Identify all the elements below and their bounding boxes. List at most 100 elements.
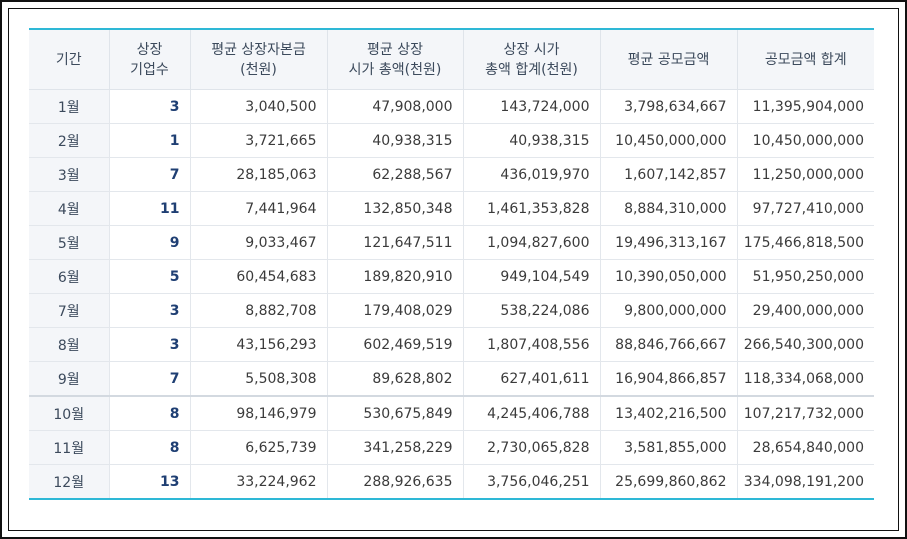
header-period: 기간 — [29, 29, 109, 90]
cell-total-market-cap: 4,245,406,788 — [462, 395, 600, 431]
table-row: 9월 7 5,508,308 89,628,802 627,401,611 16… — [29, 361, 874, 397]
cell-period: 2월 — [29, 123, 109, 158]
cell-total-offering: 11,250,000,000 — [736, 157, 874, 192]
table-row: 7월 3 8,882,708 179,408,029 538,224,086 9… — [29, 293, 874, 328]
cell-avg-capital: 7,441,964 — [189, 191, 327, 226]
cell-avg-offering: 1,607,142,857 — [599, 157, 737, 192]
cell-total-market-cap: 3,756,046,251 — [462, 464, 600, 499]
cell-total-offering: 175,466,818,500 — [736, 225, 874, 260]
cell-count: 9 — [108, 225, 190, 260]
cell-period: 7월 — [29, 293, 109, 328]
cell-count: 13 — [108, 464, 190, 499]
cell-period: 11월 — [29, 430, 109, 465]
cell-count: 3 — [108, 89, 190, 124]
cell-total-market-cap: 627,401,611 — [462, 361, 600, 397]
ipo-statistics-table: 기간 상장 기업수 평균 상장자본금 (천원) 평균 상장 시가 총액(천원) … — [29, 28, 874, 500]
cell-avg-market-cap: 89,628,802 — [326, 361, 463, 397]
table-row: 12월 13 33,224,962 288,926,635 3,756,046,… — [29, 464, 874, 499]
cell-avg-market-cap: 602,469,519 — [326, 327, 463, 362]
cell-avg-capital: 3,721,665 — [189, 123, 327, 158]
cell-total-offering: 97,727,410,000 — [736, 191, 874, 226]
cell-total-offering: 11,395,904,000 — [736, 89, 874, 124]
cell-avg-market-cap: 40,938,315 — [326, 123, 463, 158]
cell-total-offering: 10,450,000,000 — [736, 123, 874, 158]
cell-avg-capital: 60,454,683 — [189, 259, 327, 294]
table-row: 1월 3 3,040,500 47,908,000 143,724,000 3,… — [29, 89, 874, 124]
cell-total-market-cap: 143,724,000 — [462, 89, 600, 124]
cell-total-market-cap: 949,104,549 — [462, 259, 600, 294]
cell-total-offering: 334,098,191,200 — [736, 464, 874, 499]
header-avg-capital: 평균 상장자본금 (천원) — [189, 29, 327, 90]
cell-avg-capital: 33,224,962 — [189, 464, 327, 499]
cell-avg-market-cap: 189,820,910 — [326, 259, 463, 294]
table-row: 2월 1 3,721,665 40,938,315 40,938,315 10,… — [29, 123, 874, 158]
cell-period: 4월 — [29, 191, 109, 226]
cell-total-market-cap: 436,019,970 — [462, 157, 600, 192]
cell-avg-market-cap: 132,850,348 — [326, 191, 463, 226]
cell-count: 3 — [108, 293, 190, 328]
cell-count: 8 — [108, 395, 190, 431]
cell-avg-offering: 10,450,000,000 — [599, 123, 737, 158]
cell-period: 6월 — [29, 259, 109, 294]
table-row: 10월 8 98,146,979 530,675,849 4,245,406,7… — [29, 395, 874, 431]
cell-total-offering: 28,654,840,000 — [736, 430, 874, 465]
cell-count: 7 — [108, 361, 190, 397]
cell-period: 9월 — [29, 361, 109, 397]
cell-period: 10월 — [29, 395, 109, 431]
cell-period: 3월 — [29, 157, 109, 192]
header-total-market-cap: 상장 시가 총액 합계(천원) — [462, 29, 600, 90]
cell-total-offering: 29,400,000,000 — [736, 293, 874, 328]
cell-avg-capital: 6,625,739 — [189, 430, 327, 465]
cell-total-market-cap: 1,094,827,600 — [462, 225, 600, 260]
cell-avg-offering: 13,402,216,500 — [599, 395, 737, 431]
header-avg-offering: 평균 공모금액 — [599, 29, 737, 90]
cell-avg-offering: 19,496,313,167 — [599, 225, 737, 260]
cell-avg-offering: 88,846,766,667 — [599, 327, 737, 362]
cell-avg-market-cap: 341,258,229 — [326, 430, 463, 465]
cell-avg-capital: 9,033,467 — [189, 225, 327, 260]
cell-period: 1월 — [29, 89, 109, 124]
cell-avg-capital: 5,508,308 — [189, 361, 327, 397]
cell-count: 3 — [108, 327, 190, 362]
cell-total-market-cap: 1,461,353,828 — [462, 191, 600, 226]
cell-total-market-cap: 1,807,408,556 — [462, 327, 600, 362]
cell-total-offering: 118,334,068,000 — [736, 361, 874, 397]
cell-avg-market-cap: 530,675,849 — [326, 395, 463, 431]
header-avg-market-cap: 평균 상장 시가 총액(천원) — [326, 29, 463, 90]
cell-avg-market-cap: 62,288,567 — [326, 157, 463, 192]
cell-avg-capital: 43,156,293 — [189, 327, 327, 362]
cell-avg-market-cap: 47,908,000 — [326, 89, 463, 124]
header-listed-count: 상장 기업수 — [108, 29, 190, 90]
cell-period: 8월 — [29, 327, 109, 362]
cell-avg-capital: 8,882,708 — [189, 293, 327, 328]
cell-period: 5월 — [29, 225, 109, 260]
cell-avg-offering: 3,581,855,000 — [599, 430, 737, 465]
cell-total-offering: 51,950,250,000 — [736, 259, 874, 294]
cell-count: 8 — [108, 430, 190, 465]
cell-avg-offering: 8,884,310,000 — [599, 191, 737, 226]
header-total-offering: 공모금액 합계 — [736, 29, 874, 90]
cell-avg-capital: 98,146,979 — [189, 395, 327, 431]
table-row: 8월 3 43,156,293 602,469,519 1,807,408,55… — [29, 327, 874, 362]
cell-avg-offering: 25,699,860,862 — [599, 464, 737, 499]
table-row: 11월 8 6,625,739 341,258,229 2,730,065,82… — [29, 430, 874, 465]
cell-avg-capital: 28,185,063 — [189, 157, 327, 192]
cell-total-offering: 107,217,732,000 — [736, 395, 874, 431]
cell-avg-offering: 10,390,050,000 — [599, 259, 737, 294]
cell-avg-offering: 9,800,000,000 — [599, 293, 737, 328]
cell-count: 1 — [108, 123, 190, 158]
cell-count: 5 — [108, 259, 190, 294]
table-row: 5월 9 9,033,467 121,647,511 1,094,827,600… — [29, 225, 874, 260]
cell-total-market-cap: 538,224,086 — [462, 293, 600, 328]
cell-total-market-cap: 40,938,315 — [462, 123, 600, 158]
cell-avg-capital: 3,040,500 — [189, 89, 327, 124]
cell-avg-market-cap: 121,647,511 — [326, 225, 463, 260]
cell-total-offering: 266,540,300,000 — [736, 327, 874, 362]
table-row: 6월 5 60,454,683 189,820,910 949,104,549 … — [29, 259, 874, 294]
cell-avg-offering: 3,798,634,667 — [599, 89, 737, 124]
cell-total-market-cap: 2,730,065,828 — [462, 430, 600, 465]
cell-period: 12월 — [29, 464, 109, 499]
table-header: 기간 상장 기업수 평균 상장자본금 (천원) 평균 상장 시가 총액(천원) … — [29, 29, 874, 90]
table-body: 1월 3 3,040,500 47,908,000 143,724,000 3,… — [29, 89, 874, 499]
cell-avg-market-cap: 288,926,635 — [326, 464, 463, 499]
